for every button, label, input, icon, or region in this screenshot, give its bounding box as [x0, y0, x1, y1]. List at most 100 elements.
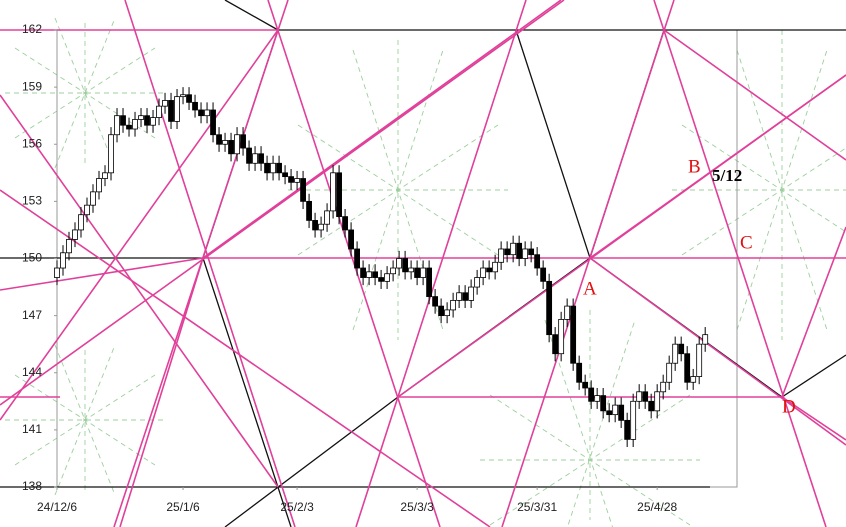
candle-body: [168, 100, 174, 122]
candle-body: [132, 119, 138, 130]
y-tick-label: 144: [22, 365, 42, 379]
candle-body: [276, 162, 282, 174]
candle-body: [630, 400, 637, 440]
candle-body: [528, 248, 535, 256]
x-tick-label: 25/2/3: [280, 500, 314, 514]
candle-body: [414, 267, 421, 278]
candle-body: [210, 109, 216, 136]
candle-body: [306, 200, 312, 221]
candle-body: [576, 362, 583, 383]
candle-body: [510, 242, 517, 256]
candle-body: [252, 153, 258, 164]
candle-body: [114, 115, 120, 136]
candle-body: [144, 115, 150, 126]
candle-body: [54, 267, 60, 278]
candle-body: [588, 387, 595, 402]
candle-body: [372, 271, 378, 278]
candle-body: [102, 172, 108, 179]
candle-body: [396, 258, 403, 269]
candle-body: [294, 178, 300, 183]
candle-body: [606, 410, 613, 416]
candle-body: [312, 220, 318, 231]
candle-body: [90, 191, 96, 206]
candle-body: [228, 140, 234, 155]
candle-body: [288, 176, 294, 183]
annotation: A: [583, 278, 597, 299]
candle-body: [78, 214, 84, 231]
y-tick-label: 138: [22, 479, 42, 493]
candle-body: [378, 277, 384, 282]
candle-body: [594, 395, 601, 402]
candle-body: [198, 109, 204, 117]
candle-body: [480, 267, 487, 278]
annotation: C: [740, 232, 753, 253]
candle-body: [156, 105, 162, 118]
candle-body: [264, 162, 270, 174]
candle-body: [552, 334, 559, 355]
x-tick-label: 25/3/3: [400, 500, 434, 514]
y-tick-label: 156: [22, 136, 42, 150]
candle-body: [660, 381, 667, 393]
candle-body: [150, 117, 156, 126]
candle-body: [558, 319, 565, 355]
annotation: B: [688, 156, 701, 177]
candle-body: [222, 140, 228, 145]
candle-body: [474, 277, 481, 288]
candle-body: [282, 172, 288, 178]
candle-body: [330, 172, 336, 212]
candle-body: [492, 261, 499, 273]
candle-body: [126, 124, 132, 130]
candle-body: [180, 94, 186, 98]
candle-body: [618, 404, 625, 421]
candle-body: [684, 353, 691, 383]
candle-body: [672, 343, 679, 364]
y-tick-label: 150: [22, 251, 42, 265]
candle-body: [642, 391, 649, 402]
candle-body: [516, 242, 523, 259]
candle-body: [636, 391, 643, 402]
candle-body: [504, 248, 511, 256]
candle-body: [564, 305, 571, 320]
candle-body: [72, 229, 78, 240]
candle-body: [624, 419, 631, 440]
candle-body: [534, 254, 541, 269]
candle-body: [462, 292, 469, 301]
candle-body: [450, 299, 457, 311]
candle-body: [426, 267, 433, 297]
y-tick-label: 153: [22, 194, 42, 208]
candle-body: [270, 162, 276, 174]
candle-body: [234, 134, 240, 155]
x-tick-label: 25/1/6: [166, 500, 200, 514]
candle-body: [348, 229, 354, 250]
candle-body: [540, 267, 547, 282]
x-tick-label: 25/3/31: [517, 500, 557, 514]
candle-body: [96, 178, 102, 193]
candle-body: [444, 309, 451, 317]
candle-body: [66, 239, 72, 254]
candle-body: [432, 296, 439, 307]
candle-body: [192, 101, 198, 111]
candle-body: [468, 286, 475, 301]
candle-body: [546, 280, 553, 336]
candle-body: [390, 267, 396, 275]
candle-body: [570, 305, 577, 364]
candle-body: [108, 134, 114, 174]
candle-body: [336, 172, 342, 218]
candle-body: [120, 115, 126, 126]
candle-body: [702, 334, 709, 345]
candle-body: [648, 400, 655, 412]
x-tick-label: 25/4/28: [637, 500, 677, 514]
candle-body: [666, 362, 673, 383]
candle-body: [678, 343, 685, 355]
candle-body: [204, 109, 210, 117]
candle-body: [186, 94, 192, 103]
candle-body: [216, 134, 222, 145]
candle-body: [300, 178, 306, 202]
y-tick-label: 159: [22, 79, 42, 93]
candle-body: [240, 134, 246, 149]
candle-body: [654, 391, 661, 412]
candle-body: [318, 223, 324, 231]
candle-body: [522, 248, 529, 259]
candle-body: [342, 216, 348, 231]
